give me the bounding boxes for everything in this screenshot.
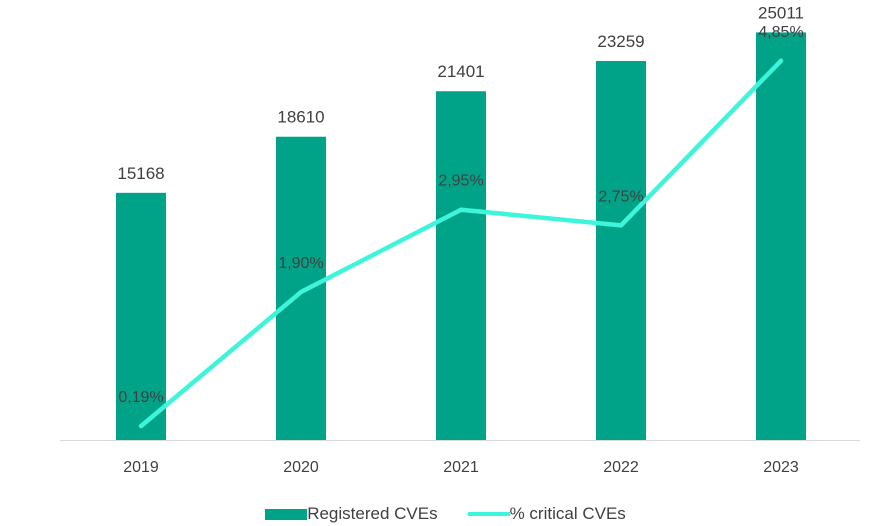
- line-value-label-2020: 1,90%: [278, 255, 323, 272]
- x-tick-label-2023: 2023: [763, 459, 799, 476]
- legend: Registered CVEs % critical CVEs: [0, 502, 891, 526]
- bar-value-label-2020: 18610: [277, 108, 324, 127]
- bar-value-label-2021: 21401: [437, 62, 484, 81]
- bar-value-label-2022: 23259: [597, 32, 644, 51]
- x-tick-label-2021: 2021: [443, 459, 479, 476]
- bars-layer: [116, 32, 806, 440]
- x-tick-label-2019: 2019: [123, 459, 159, 476]
- legend-label-line: % critical CVEs: [510, 504, 626, 524]
- line-value-label-2022: 2,75%: [598, 188, 643, 205]
- bar-value-label-2019: 15168: [117, 164, 164, 183]
- x-tick-label-2020: 2020: [283, 459, 319, 476]
- bar-value-label-2023: 25011: [758, 3, 804, 22]
- line-value-label-2023: 4,85%: [758, 24, 803, 41]
- line-value-label-2019: 0,19%: [118, 389, 163, 406]
- bar-2023: [756, 32, 806, 440]
- bar-2021: [436, 91, 486, 440]
- legend-item-line: % critical CVEs: [468, 504, 626, 524]
- legend-item-bar: Registered CVEs: [265, 504, 437, 524]
- x-tick-label-2022: 2022: [603, 459, 639, 476]
- legend-swatch-line: [468, 512, 510, 516]
- legend-label-bar: Registered CVEs: [307, 504, 437, 524]
- bar-2022: [596, 61, 646, 440]
- line-value-label-2021: 2,95%: [438, 173, 483, 190]
- legend-swatch-bar: [265, 509, 307, 520]
- bar-2020: [276, 137, 326, 440]
- ticks-layer: 2019 2020 2021 2022 2023: [123, 459, 799, 476]
